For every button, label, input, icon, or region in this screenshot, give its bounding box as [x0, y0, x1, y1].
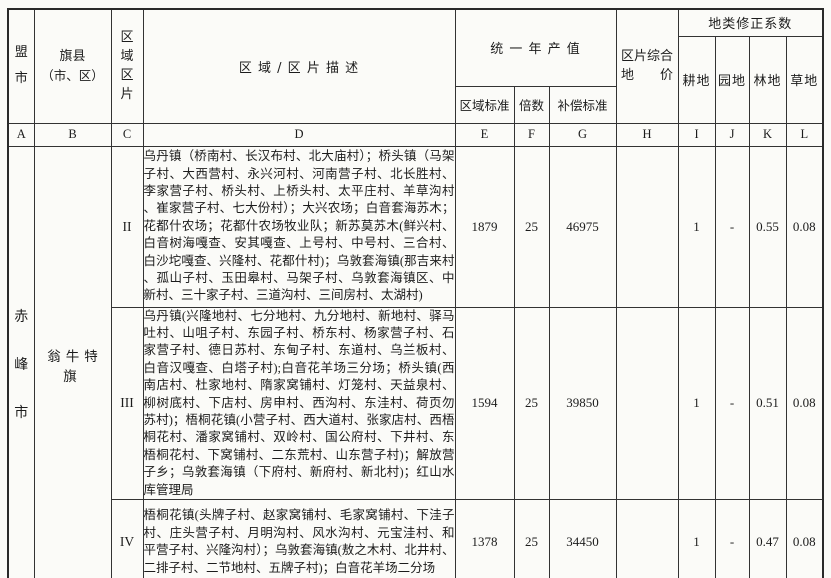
col-letter-h: H — [615, 122, 679, 147]
cell-compensation: 39850 — [548, 306, 617, 500]
column-letters-row: A B C D E F G H I J K L — [7, 122, 824, 147]
header-zone: 区域区片 — [110, 8, 144, 124]
header-annual-output: 统 一 年 产 值 — [454, 8, 617, 87]
cell-compensation: 46975 — [548, 145, 617, 308]
header-banner-line1: 旗县 — [59, 49, 86, 65]
header-garden: 园地 — [714, 35, 750, 124]
col-letter-i: I — [677, 122, 716, 147]
cell-description: 乌丹镇（桥南村、长汉布村、北大庙村）；桥头镇（马架子村、大西营村、永兴河村、河南… — [142, 145, 456, 308]
header-row-1: 盟市 旗县 （市、区） 区域区片 区 域 / 区 片 描 述 统 一 年 产 值… — [7, 8, 824, 124]
cell-forest: 0.55 — [748, 145, 787, 308]
header-area-standard: 区域标准 — [454, 85, 515, 124]
header-league-city-label: 盟市 — [14, 45, 28, 87]
cell-league-city: 赤峰市 — [7, 145, 35, 578]
header-description: 区 域 / 区 片 描 述 — [142, 8, 456, 124]
header-compensation: 补偿标准 — [548, 85, 617, 124]
col-letter-f: F — [513, 122, 550, 147]
col-letter-k: K — [748, 122, 787, 147]
header-zone-price-line2: 地 价 — [621, 68, 674, 84]
cell-forest: 0.51 — [748, 306, 787, 500]
header-multiplier: 倍数 — [513, 85, 550, 124]
cell-cultivated: 1 — [677, 498, 716, 578]
col-letter-d: D — [142, 122, 456, 147]
cell-grassland: 0.08 — [785, 306, 824, 500]
col-letter-g: G — [548, 122, 617, 147]
cell-zone-price — [615, 306, 679, 500]
cell-multiplier: 25 — [513, 306, 550, 500]
cell-area-standard: 1378 — [454, 498, 515, 578]
header-row-3: 区域标准 倍数 补偿标准 — [8, 85, 823, 124]
cell-forest: 0.47 — [748, 498, 787, 578]
cell-multiplier: 25 — [513, 145, 550, 308]
cell-zone-price — [615, 498, 679, 578]
cell-grassland: 0.08 — [785, 145, 824, 308]
col-letter-l: L — [785, 122, 824, 147]
header-zone-price-line1: 区片综合 — [621, 49, 674, 65]
cell-garden: - — [714, 498, 750, 578]
table-row-zone-ii: 赤峰市 翁牛特旗 II 乌丹镇（桥南村、长汉布村、北大庙村）；桥头镇（马架子村、… — [7, 145, 824, 578]
cell-multiplier: 25 — [513, 498, 550, 578]
cell-zone: III — [110, 306, 144, 500]
cell-garden: - — [714, 306, 750, 500]
col-letter-b: B — [33, 122, 112, 147]
cell-description: 梧桐花镇(头牌子村、赵家窝铺村、毛家窝铺村、下洼子村、庄头营子村、月明沟村、风水… — [142, 498, 456, 578]
header-grassland: 草地 — [785, 35, 824, 124]
cell-zone: II — [110, 145, 144, 308]
header-zone-label: 区域区片 — [120, 30, 134, 103]
header-banner: 旗县 （市、区） — [33, 8, 112, 124]
land-price-table: 盟市 旗县 （市、区） 区域区片 区 域 / 区 片 描 述 统 一 年 产 值… — [7, 8, 825, 578]
header-forest: 林地 — [748, 35, 787, 124]
header-row-2: 耕地 园地 林地 草地 — [8, 35, 824, 124]
cell-area-standard: 1594 — [454, 306, 515, 500]
cell-compensation: 34450 — [548, 498, 617, 578]
header-zone-price: 区片综合 地 价 — [615, 8, 679, 124]
header-cultivated: 耕地 — [677, 35, 716, 124]
cell-garden: - — [714, 145, 750, 308]
league-city-value: 赤峰市 — [14, 309, 29, 422]
header-correction: 地类修正系数 — [677, 8, 824, 37]
cell-zone-price — [615, 145, 679, 308]
cell-grassland: 0.08 — [785, 498, 824, 578]
cell-banner: 翁牛特旗 — [33, 145, 112, 578]
cell-cultivated: 1 — [677, 306, 716, 500]
cell-description: 乌丹镇(兴隆地村、七分地村、九分地村、新地村、驿马吐村、山咀子村、东园子村、桥东… — [142, 306, 456, 500]
col-letter-a: A — [7, 122, 35, 147]
cell-zone: IV — [110, 498, 144, 578]
cell-cultivated: 1 — [677, 145, 716, 308]
col-letter-e: E — [454, 122, 515, 147]
header-banner-line2: （市、区） — [41, 68, 104, 84]
col-letter-j: J — [714, 122, 750, 147]
table-row-zone-iii: III 乌丹镇(兴隆地村、七分地村、九分地村、新地村、驿马吐村、山咀子村、东园子… — [8, 306, 824, 500]
cell-area-standard: 1879 — [454, 145, 515, 308]
col-letter-c: C — [110, 122, 144, 147]
table-row-zone-iv: IV 梧桐花镇(头牌子村、赵家窝铺村、毛家窝铺村、下洼子村、庄头营子村、月明沟村… — [8, 498, 824, 578]
header-league-city: 盟市 — [7, 8, 35, 124]
